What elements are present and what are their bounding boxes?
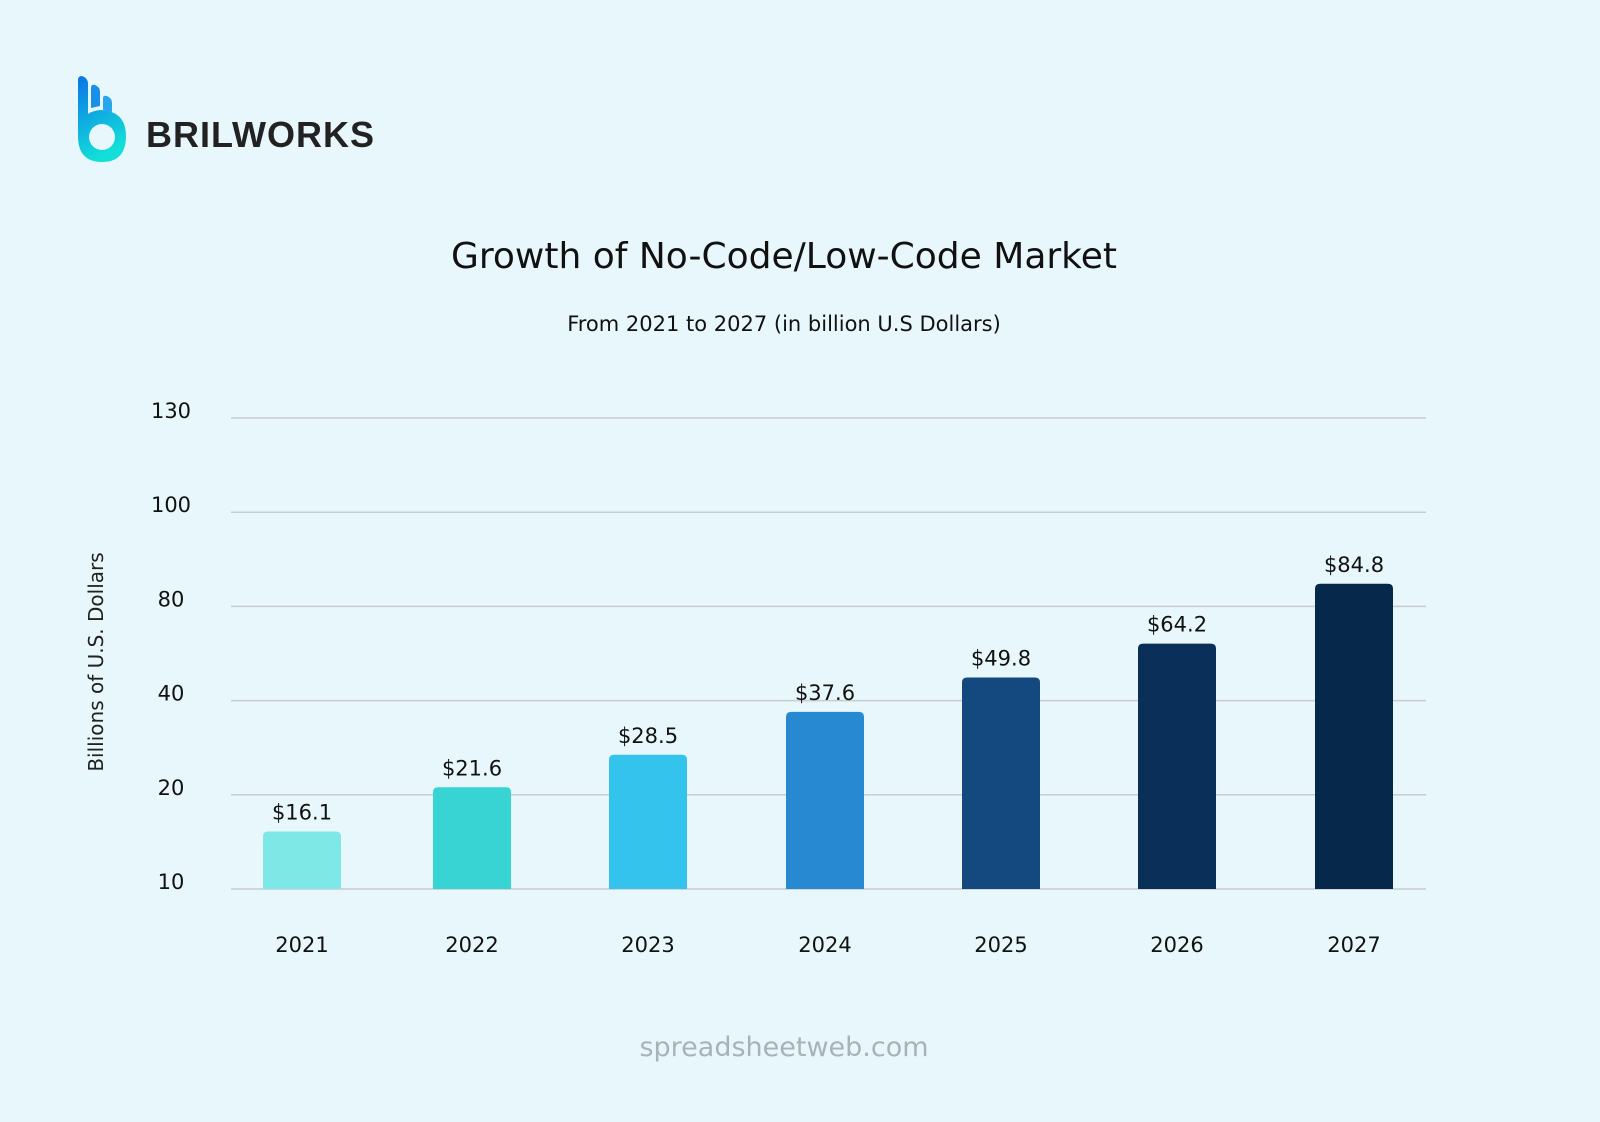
x-tick-label: 2025 (974, 933, 1027, 957)
bar-2024 (786, 711, 864, 889)
x-tick-label: 2022 (445, 933, 498, 957)
x-tick-label: 2021 (275, 933, 328, 957)
data-label: $84.8 (1324, 553, 1384, 577)
data-label: $64.2 (1147, 613, 1207, 637)
brand-name: BRILWORKS (146, 114, 375, 155)
x-tick-label: 2023 (621, 933, 674, 957)
source-text: spreadsheetweb.com (639, 1032, 929, 1063)
y-tick-label: 100 (151, 493, 191, 517)
y-tick-label: 20 (158, 776, 185, 800)
bar-2026 (1138, 643, 1216, 889)
bar-2022 (433, 787, 511, 889)
bar-2021 (263, 831, 341, 889)
y-tick-label: 80 (158, 587, 185, 611)
y-tick-label: 10 (158, 870, 185, 894)
x-tick-label: 2024 (798, 933, 851, 957)
x-tick-label: 2027 (1327, 933, 1380, 957)
data-label: $37.6 (795, 681, 855, 705)
bar-2025 (962, 677, 1040, 889)
chart-subtitle: From 2021 to 2027 (in billion U.S Dollar… (567, 312, 1001, 336)
bar-2027 (1315, 583, 1393, 889)
brilworks-logo (76, 76, 130, 164)
y-tick-label: 130 (151, 399, 191, 423)
data-label: $16.1 (272, 801, 332, 825)
data-label: $28.5 (618, 724, 678, 748)
data-label: $21.6 (442, 756, 502, 780)
data-label: $49.8 (971, 647, 1031, 671)
bar-2023 (609, 754, 687, 889)
chart-title: Growth of No-Code/Low-Code Market (450, 236, 1118, 277)
x-tick-label: 2026 (1150, 933, 1203, 957)
y-tick-label: 40 (158, 682, 185, 706)
brilworks-logo-icon (78, 76, 126, 162)
